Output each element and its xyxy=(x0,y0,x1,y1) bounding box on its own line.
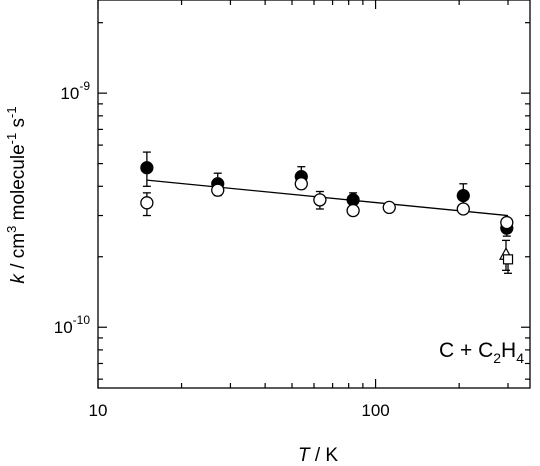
open-circle-point xyxy=(140,196,154,210)
reaction-annotation: C + C2H4 xyxy=(439,339,524,366)
fit-line-group xyxy=(146,179,509,217)
annotation-part1: C + C xyxy=(439,339,493,362)
x-tick-label: 100 xyxy=(361,401,389,420)
x-tick-label: 10 xyxy=(89,401,108,420)
open-circle-point xyxy=(211,183,225,197)
y-axis-label-sup1: 3 xyxy=(4,226,19,233)
y-axis-label: k / cm3 molecule-1 s-1 xyxy=(4,106,29,283)
axis-ticks: 10 100 10-10 10-9 xyxy=(54,0,530,420)
y-axis-label-part1: / cm xyxy=(8,233,29,274)
open-circle-point xyxy=(382,200,396,215)
y-axis-label-part3: s xyxy=(8,118,29,133)
open-square-point xyxy=(502,254,514,265)
open-circle-point xyxy=(346,203,360,218)
x-axis-label-unit: / K xyxy=(310,445,339,466)
y-axis-label-part2: molecule xyxy=(8,144,29,225)
annotation-sub2: 4 xyxy=(516,350,524,366)
y-tick-label: 10-9 xyxy=(60,79,90,103)
fit-line xyxy=(146,179,509,217)
y-axis-label-symbol: k xyxy=(8,273,29,284)
annotation-part2: H xyxy=(501,339,516,362)
annotation-sub1: 2 xyxy=(493,350,501,366)
y-axis-label-sup2: -1 xyxy=(4,133,19,145)
y-tick-label: 10-10 xyxy=(54,313,91,337)
filled-circle-point xyxy=(456,189,470,203)
x-axis-label: T / K xyxy=(298,445,338,466)
open-circle-point xyxy=(500,215,514,230)
open-circle-point xyxy=(313,193,327,207)
filled-circle-point xyxy=(140,161,154,175)
y-axis-label-sup3: -1 xyxy=(4,106,19,118)
x-axis-label-symbol: T xyxy=(298,445,311,466)
open-circle-point xyxy=(294,177,308,191)
open-circle-point xyxy=(456,202,470,216)
data-marks xyxy=(140,151,514,274)
